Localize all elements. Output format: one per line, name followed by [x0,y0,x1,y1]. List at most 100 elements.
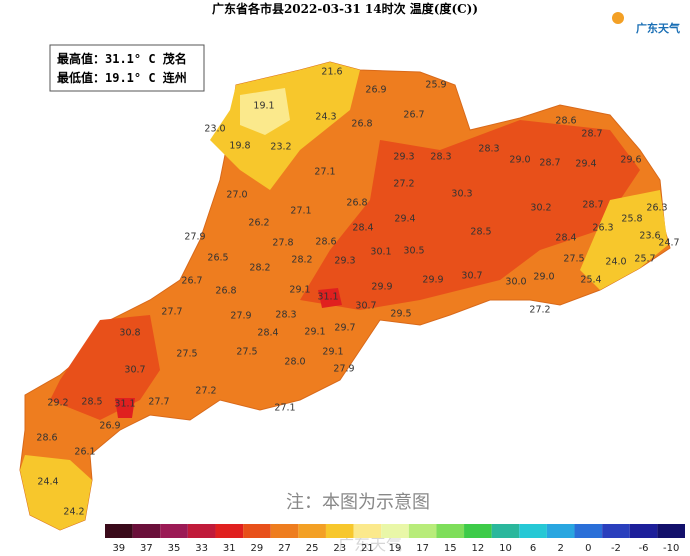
station-value: 30.7 [124,365,145,376]
legend-swatch [270,524,299,538]
station-value: 27.2 [195,386,216,397]
legend-swatch [381,524,409,538]
legend-swatch [436,524,465,538]
station-value: 29.7 [334,323,355,334]
station-value: 27.5 [563,254,584,265]
station-value: 26.7 [181,276,202,287]
station-value: 30.7 [461,271,482,282]
legend-swatch [105,524,133,538]
station-value: 28.6 [315,237,336,248]
station-value: 29.1 [304,327,325,338]
legend-swatch [464,524,492,538]
station-value: 23.0 [204,124,225,135]
station-value: 26.7 [403,110,424,121]
station-value: 29.0 [509,155,530,166]
station-value: 28.4 [555,233,576,244]
station-value: 27.1 [274,403,295,414]
station-value: 28.5 [470,227,491,238]
legend-label: 37 [140,543,153,554]
station-value: 26.2 [248,218,269,229]
station-value: 28.7 [581,129,602,140]
legend-swatch [353,524,382,538]
station-value: 19.8 [229,141,250,152]
station-value: 28.3 [478,144,499,155]
station-value: 28.0 [284,357,305,368]
station-value: 29.5 [390,309,411,320]
station-value: 27.1 [314,167,335,178]
station-value: 30.0 [505,277,526,288]
station-value: 29.1 [289,285,310,296]
station-value: 28.5 [81,397,102,408]
station-value: 29.3 [334,256,355,267]
cool-zone [240,88,290,135]
logo-sun [612,12,624,24]
station-value: 26.8 [215,286,236,297]
legend: 39 37 35 33 31 29 27 25 23 21 19 17 15 12 10 6 2 0 -2 -6 -10 [105,524,685,554]
legend-label: 6 [530,543,536,554]
note: 注：本图为示意图 [286,492,430,513]
station-value: 28.3 [275,310,296,321]
station-value: 21.6 [321,67,342,78]
station-value: 26.1 [74,447,95,458]
station-value: 25.8 [621,214,642,225]
station-value: 29.0 [533,272,554,283]
station-value: 27.9 [230,311,251,322]
station-value: 28.4 [352,223,373,234]
station-value: 24.3 [315,112,336,123]
station-value: 26.8 [346,198,367,209]
legend-label: 31 [223,543,236,554]
summary-max: 最高值：31.1° C 茂名 [57,51,187,66]
legend-label: -10 [663,543,679,554]
legend-label: 21 [361,543,374,554]
station-value: 28.2 [249,263,270,274]
cool-zone [580,190,668,290]
station-value: 30.5 [403,246,424,257]
station-value: 27.2 [393,179,414,190]
legend-label: 29 [251,543,264,554]
legend-label: 33 [195,543,208,554]
legend-label: 35 [168,543,181,554]
legend-swatch [408,524,437,538]
legend-swatch [657,524,685,538]
legend-label: 23 [333,543,346,554]
station-value: 29.2 [47,398,68,409]
station-value: 24.4 [37,477,58,488]
legend-label: -2 [611,543,621,554]
legend-label: 39 [112,543,125,554]
station-value: 26.3 [592,223,613,234]
station-value: 23.2 [270,142,291,153]
legend-swatch [491,524,520,538]
station-value: 30.7 [355,301,376,312]
legend-swatch [132,524,161,538]
station-value: 24.7 [658,238,679,249]
title: 广东省各市县2022-03-31 14时次 温度(度(C)) [212,1,478,16]
legend-swatch [519,524,547,538]
station-value: 26.9 [365,85,386,96]
station-value: 29.9 [371,282,392,293]
station-value: 30.1 [370,247,391,258]
station-value: 26.8 [351,119,372,130]
station-value: 27.5 [176,349,197,360]
legend-swatch [574,524,603,538]
station-value: 28.7 [582,200,603,211]
station-value: 26.9 [99,421,120,432]
station-value: 25.4 [580,275,601,286]
station-value: 27.9 [333,364,354,375]
station-value: 29.6 [620,155,641,166]
station-value: 31.1 [114,399,135,410]
station-value: 25.9 [425,80,446,91]
station-value: 28.6 [36,433,57,444]
station-value: 27.9 [184,232,205,243]
station-value: 19.1 [253,101,274,112]
legend-label: 17 [416,543,429,554]
station-value: 23.6 [639,231,660,242]
legend-swatch [243,524,271,538]
station-value: 28.3 [430,152,451,163]
legend-label: 0 [585,543,591,554]
hot-zone [300,120,640,310]
legend-label: 15 [444,543,457,554]
station-value: 28.4 [257,328,278,339]
station-value: 24.0 [605,257,626,268]
